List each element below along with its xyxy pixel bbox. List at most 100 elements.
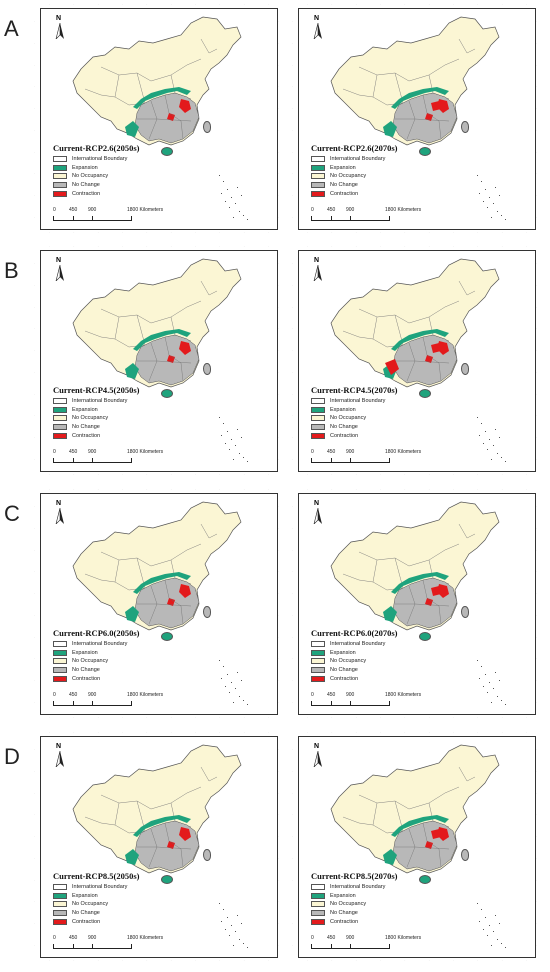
island-dot: [227, 189, 229, 191]
graticule-tick: ·: [331, 715, 333, 719]
panel-title: Current-RCP2.6(2050s): [53, 143, 140, 153]
scale-line: [311, 701, 390, 706]
graticule-tick: ·: [194, 244, 196, 248]
graticule-tick: ·: [292, 19, 293, 23]
scale-label: 1800 Kilometers: [385, 935, 422, 941]
china-map: [330, 16, 500, 146]
graticule-tick: ·: [536, 877, 537, 882]
graticule-tick: ·: [34, 261, 35, 265]
china-landmass: [330, 501, 500, 631]
graticule-tick: ·: [292, 348, 293, 353]
island-dot: [499, 437, 501, 439]
north-arrow-icon: [313, 265, 322, 281]
north-label: N: [314, 257, 320, 264]
graticule-tick: ·: [501, 472, 503, 476]
graticule-ticks-right: · · · · · · · · · ·: [278, 504, 284, 704]
legend-swatch: [311, 173, 325, 180]
scale-labels: 0 450 900 1800 Kilometers: [311, 692, 461, 700]
graticule-tick: ·: [477, 230, 479, 234]
island-dot: [491, 217, 493, 219]
graticule-tick: ·: [477, 715, 479, 719]
scale-bar: 0 450 900 1800 Kilometers: [53, 688, 203, 708]
graticule-tick: ·: [97, 230, 99, 234]
legend-item: No Change: [53, 666, 127, 675]
graticule-ticks-top: · · · · · · · · · ·: [49, 730, 269, 736]
scale-label: 1800 Kilometers: [127, 935, 164, 941]
north-arrow: N: [53, 257, 67, 283]
island-dot: [489, 682, 491, 684]
expansion-region: [391, 329, 449, 351]
graticule-tick: ·: [267, 958, 269, 962]
graticule-ticks-right: · · · · · · · · · ·: [536, 747, 542, 947]
graticule-tick: ·: [219, 715, 221, 719]
china-map: [72, 501, 242, 631]
legend-label: Expansion: [72, 406, 98, 413]
graticule-tick: ·: [121, 472, 123, 476]
expansion-region-southwest: [125, 363, 139, 379]
graticule-tick: ·: [292, 435, 293, 440]
island-dot: [483, 929, 485, 931]
island-dot: [477, 417, 479, 419]
island-dot: [233, 702, 235, 704]
island-dot: [223, 666, 225, 668]
graticule-tick: ·: [404, 958, 406, 962]
island-dot: [227, 917, 229, 919]
china-map: [72, 744, 242, 874]
hainan-island: [161, 875, 173, 884]
graticule-ticks-left: · · · · · · · · · ·: [34, 19, 40, 219]
legend-swatch: [311, 667, 325, 674]
legend-swatch: [311, 415, 325, 422]
legend-label: No Occupancy: [330, 415, 367, 422]
island-dot: [231, 197, 233, 199]
legend-swatch: [311, 398, 325, 405]
island-dot: [229, 207, 231, 209]
graticule-tick: ·: [292, 504, 293, 508]
legend-item: No Change: [53, 423, 127, 432]
graticule-tick: ·: [525, 730, 527, 734]
graticule-tick: ·: [34, 855, 35, 860]
expansion-region-southwest: [383, 849, 397, 865]
island-dot: [481, 181, 483, 183]
graticule-tick: ·: [34, 747, 35, 751]
graticule-tick: ·: [278, 877, 279, 882]
graticule-tick: ·: [536, 84, 537, 89]
legend: International Boundary Expansion No Occupa…: [53, 640, 127, 683]
graticule-tick: ·: [404, 244, 406, 248]
graticule-tick: ·: [536, 790, 537, 795]
graticule-tick: ·: [331, 958, 333, 962]
scale-label: 0: [311, 692, 314, 698]
graticule-tick: ·: [536, 40, 537, 45]
scale-label: 900: [346, 207, 355, 213]
island-dot: [491, 945, 493, 947]
graticule-tick: ·: [278, 612, 279, 617]
legend-label: No Occupancy: [72, 658, 109, 665]
island-dot: [247, 461, 249, 463]
graticule-tick: ·: [404, 715, 406, 719]
graticule-tick: ·: [379, 230, 381, 234]
graticule-tick: ·: [49, 715, 50, 719]
graticule-tick: ·: [292, 812, 293, 817]
legend-item: Contraction: [53, 674, 127, 683]
graticule-tick: ·: [536, 591, 537, 596]
graticule-tick: ·: [34, 612, 35, 617]
north-label: N: [314, 15, 320, 22]
scale-label: 450: [327, 207, 336, 213]
legend-label: No Occupancy: [330, 658, 367, 665]
legend-label: No Occupancy: [72, 415, 109, 422]
graticule-tick: ·: [536, 435, 537, 440]
graticule-tick: ·: [49, 2, 50, 6]
graticule-tick: ·: [34, 435, 35, 440]
graticule-tick: ·: [278, 747, 279, 751]
graticule-tick: ·: [292, 413, 293, 418]
graticule-tick: ·: [278, 456, 279, 461]
map-panel-a-2: · · · · · · · · · · · · · · · · · · · · · · · · · · · · · · · · · · · · ·…: [292, 2, 537, 234]
legend-swatch: [53, 156, 67, 163]
graticule-tick: ·: [355, 2, 357, 6]
hainan-island: [161, 147, 173, 156]
island-dot: [495, 429, 497, 431]
island-dot: [241, 680, 243, 682]
legend-item: No Occupancy: [53, 657, 127, 666]
contraction-region-central: [431, 586, 441, 596]
legend-label: International Boundary: [72, 641, 128, 648]
graticule-tick: ·: [146, 730, 148, 734]
